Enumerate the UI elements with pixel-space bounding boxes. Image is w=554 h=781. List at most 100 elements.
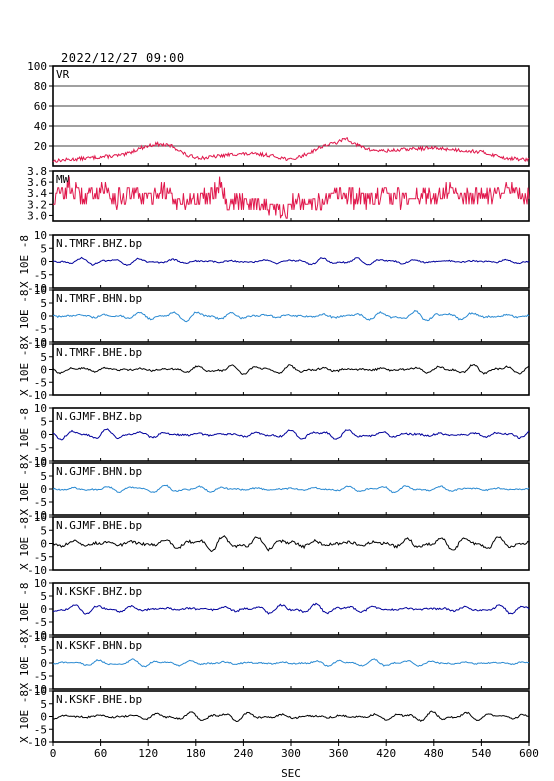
series-line-tmrf_bhz xyxy=(52,256,530,266)
y-axis-label: X 10E -8 xyxy=(18,343,31,396)
x-tick-label: 0 xyxy=(50,747,57,760)
panels-group: 10080604020VR3.83.63.43.23.0MW1050-5-10N… xyxy=(18,60,539,760)
y-tick-label: 10 xyxy=(34,284,47,297)
series-line-kskf_bhz xyxy=(52,602,530,615)
y-tick-label: 0 xyxy=(40,364,47,377)
y-tick-label: -5 xyxy=(34,442,47,455)
x-tick-label: 600 xyxy=(519,747,539,760)
channel-label: N.TMRF.BHZ.bp xyxy=(56,237,142,250)
y-axis-label: X 10E -8 xyxy=(18,637,31,690)
y-tick-label: 3.8 xyxy=(27,165,47,178)
y-tick-label: 80 xyxy=(34,80,47,93)
y-tick-label: 5 xyxy=(40,242,47,255)
y-tick-label: 0 xyxy=(40,711,47,724)
y-tick-label: 3.0 xyxy=(27,209,47,222)
y-tick-label: 5 xyxy=(40,644,47,657)
y-tick-label: 10 xyxy=(34,577,47,590)
y-tick-label: 5 xyxy=(40,590,47,603)
channel-label: N.KSKF.BHZ.bp xyxy=(56,585,142,598)
series-line-tmrf_bhn xyxy=(52,309,530,323)
y-tick-label: -5 xyxy=(34,496,47,509)
x-tick-label: 300 xyxy=(281,747,301,760)
y-tick-label: -5 xyxy=(34,670,47,683)
y-tick-label: 10 xyxy=(34,685,47,698)
y-tick-label: 3.2 xyxy=(27,198,47,211)
y-tick-label: 5 xyxy=(40,351,47,364)
y-tick-label: 0 xyxy=(40,538,47,551)
y-tick-label: 10 xyxy=(34,511,47,524)
y-tick-label: 5 xyxy=(40,415,47,428)
y-tick-label: 5 xyxy=(40,698,47,711)
x-tick-label: 480 xyxy=(424,747,444,760)
series-line-mw xyxy=(53,176,530,219)
y-tick-label: 40 xyxy=(34,120,47,133)
y-tick-label: -10 xyxy=(27,683,47,696)
y-tick-label: 0 xyxy=(40,429,47,442)
x-tick-label: 540 xyxy=(471,747,491,760)
y-axis-label: X 10E -8 xyxy=(18,235,31,288)
channel-label: N.GJMF.BHN.bp xyxy=(56,465,142,478)
channel-label: N.TMRF.BHN.bp xyxy=(56,292,142,305)
y-tick-label: 20 xyxy=(34,140,47,153)
y-tick-label: 3.4 xyxy=(27,187,47,200)
channel-label: MW xyxy=(56,173,70,186)
y-tick-label: -10 xyxy=(27,629,47,642)
series-line-gjmf_bhe xyxy=(52,535,530,553)
y-tick-label: -10 xyxy=(27,336,47,349)
y-tick-label: -10 xyxy=(27,282,47,295)
channel-label: N.TMRF.BHE.bp xyxy=(56,346,142,359)
y-tick-label: 10 xyxy=(34,457,47,470)
y-tick-label: 0 xyxy=(40,483,47,496)
y-tick-label: -10 xyxy=(27,564,47,577)
y-tick-label: 10 xyxy=(34,338,47,351)
channel-label: VR xyxy=(56,68,70,81)
y-tick-label: 0 xyxy=(40,657,47,670)
x-tick-label: 360 xyxy=(329,747,349,760)
x-tick-label: 420 xyxy=(376,747,396,760)
series-line-tmrf_bhe xyxy=(52,363,530,375)
series-line-kskf_bhe xyxy=(52,710,530,723)
series-line-gjmf_bhn xyxy=(52,484,530,494)
y-tick-label: -10 xyxy=(27,509,47,522)
series-line-kskf_bhn xyxy=(52,658,530,668)
y-axis-label: X 10E -8 xyxy=(18,517,31,570)
x-tick-label: 120 xyxy=(138,747,158,760)
channel-label: N.KSKF.BHE.bp xyxy=(56,693,142,706)
y-axis-label: X 10E -8 xyxy=(18,583,31,636)
y-tick-label: 5 xyxy=(40,470,47,483)
channel-label: N.GJMF.BHZ.bp xyxy=(56,410,142,423)
x-tick-label: 180 xyxy=(186,747,206,760)
y-tick-label: -5 xyxy=(34,723,47,736)
y-tick-label: -5 xyxy=(34,269,47,282)
y-tick-label: -10 xyxy=(27,736,47,749)
y-tick-label: 5 xyxy=(40,297,47,310)
y-axis-label: X 10E -8 xyxy=(18,408,31,461)
panel-vr: 100 80 60 40 20 VR xyxy=(27,60,530,167)
y-tick-label: 0 xyxy=(40,603,47,616)
channel-label: N.KSKF.BHN.bp xyxy=(56,639,142,652)
x-axis-label: SEC xyxy=(281,767,301,780)
x-tick-label: 60 xyxy=(94,747,107,760)
series-line-gjmf_bhz xyxy=(52,428,530,441)
y-tick-label: -5 xyxy=(34,323,47,336)
y-tick-label: 10 xyxy=(34,402,47,415)
y-tick-label: 10 xyxy=(34,631,47,644)
y-tick-label: -5 xyxy=(34,616,47,629)
y-tick-label: -10 xyxy=(27,389,47,402)
chart-title: 2022/12/27 09:00 xyxy=(61,51,185,65)
panel-mw: 3.83.63.43.23.0 MW xyxy=(27,165,530,222)
y-tick-label: 10 xyxy=(34,229,47,242)
y-tick-label: -5 xyxy=(34,376,47,389)
y-axis-label: X 10E -8 xyxy=(18,690,31,743)
x-tick-label: 240 xyxy=(233,747,253,760)
y-tick-label: 3.6 xyxy=(27,176,47,189)
